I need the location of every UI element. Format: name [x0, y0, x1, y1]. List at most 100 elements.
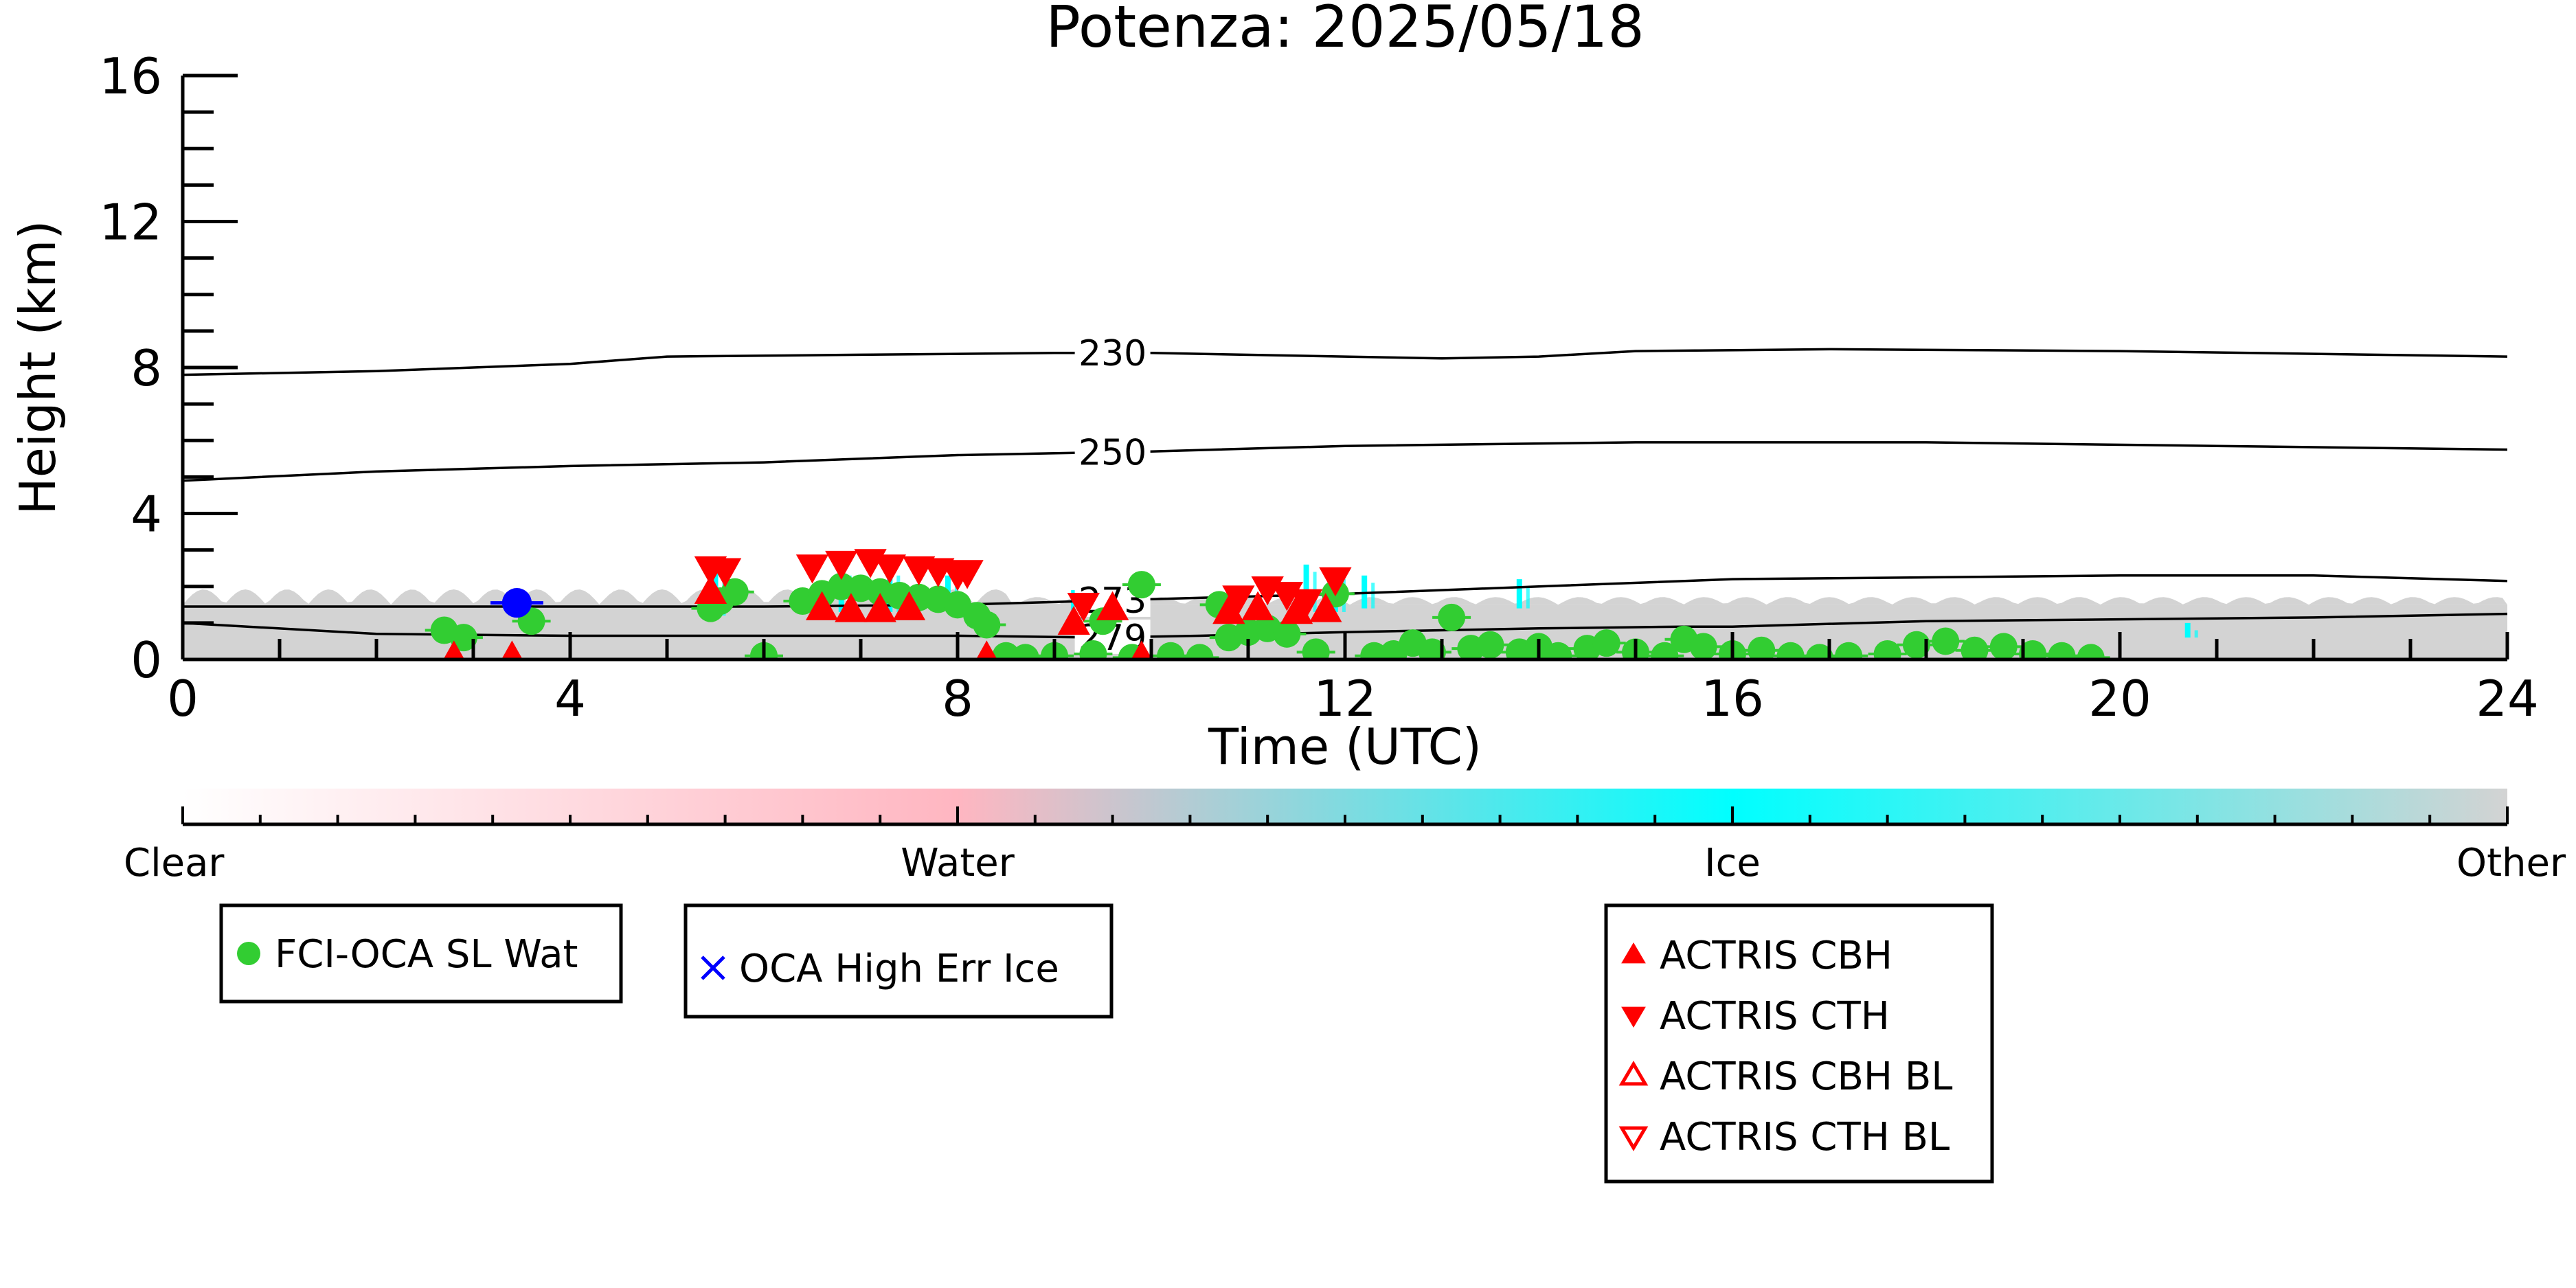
data-point [1651, 642, 1679, 659]
x-tick-label: 24 [2476, 670, 2539, 727]
y-tick-label: 8 [131, 339, 162, 397]
data-point [1157, 642, 1185, 659]
x-tick-label: 20 [2088, 670, 2151, 727]
data-point [795, 554, 829, 584]
data-point [1592, 629, 1620, 657]
data-point [1544, 642, 1572, 659]
y-tick-label: 12 [99, 194, 162, 251]
data-point [1873, 640, 1901, 659]
isotherm-line [182, 348, 2508, 376]
data-point [501, 588, 532, 618]
legend-box: OCA High Err Ice [683, 903, 1114, 1019]
data-point [1096, 591, 1129, 620]
legend-box: ACTRIS CBH ACTRIS CTH ACTRIS CBH BL ACTRIS … [1604, 903, 1994, 1184]
colorbar-label: Clear [124, 841, 225, 885]
data-point [1418, 638, 1446, 659]
classification-ice-streak [2194, 630, 2198, 638]
y-tick-label: 0 [131, 631, 162, 689]
data-point [501, 640, 523, 659]
data-point [708, 558, 742, 587]
data-point [1289, 589, 1323, 619]
isotherm-label-bg [1074, 335, 1151, 370]
data-point [2048, 642, 2076, 659]
x-tick-label: 12 [1313, 670, 1377, 727]
data-point [2077, 644, 2105, 659]
data-point [835, 593, 868, 622]
data-point [1438, 603, 1466, 631]
axes: 0 4 8 12 16 0 4 8 12 16 20 24 [99, 47, 2538, 727]
legend-box: FCI-OCA SL Wat [219, 903, 623, 1004]
legend-label: OCA High Err Ice [739, 947, 1059, 991]
x-axis-label: Time (UTC) [1208, 718, 1482, 776]
data-point [1476, 631, 1504, 659]
data-point [1902, 631, 1930, 659]
y-tick-label: 4 [131, 486, 162, 543]
data-series [425, 549, 2110, 659]
classification-ice-streak [1526, 586, 1530, 609]
data-point [1273, 620, 1301, 648]
isotherm-line [182, 441, 2508, 482]
legends: FCI-OCA SL Wat OCA High Err Ice ACTRIS CBH… [219, 903, 1994, 1184]
legend-marker [701, 956, 725, 980]
colorbar-label: Ice [1704, 841, 1761, 885]
y-axis-label: Height (km) [9, 221, 67, 515]
data-point [1932, 627, 1960, 655]
series-oca-high-err-ice [490, 588, 543, 618]
data-point [1748, 636, 1776, 659]
data-point [1319, 567, 1352, 597]
data-point [1222, 585, 1255, 615]
x-tick-label: 0 [167, 670, 199, 727]
legend-marker [1621, 942, 1646, 964]
data-point [1302, 638, 1330, 659]
legend-label: ACTRIS CBH BL [1660, 1054, 1952, 1099]
data-point [1127, 571, 1155, 599]
classification-ice-streak [1516, 579, 1522, 609]
data-point [443, 640, 465, 659]
isotherm-label: 250 [1078, 432, 1146, 473]
data-point [1309, 593, 1342, 622]
legend-marker [1621, 1006, 1646, 1028]
data-point [892, 591, 926, 620]
data-point [873, 554, 906, 584]
legend-label: ACTRIS CTH BL [1660, 1115, 1950, 1160]
x-tick-label: 16 [1701, 670, 1764, 727]
data-point [825, 550, 858, 580]
series-actris-cth [694, 549, 1352, 622]
data-point [1835, 642, 1863, 659]
data-point [1131, 640, 1153, 659]
x-tick-label: 8 [942, 670, 973, 727]
data-point [1989, 633, 2018, 659]
data-point [1689, 633, 1717, 659]
chart-title: Potenza: 2025/05/18 [1046, 0, 1645, 60]
classification-ice-streak [1303, 564, 1309, 612]
data-point [2019, 640, 2047, 659]
legend-label: ACTRIS CTH [1660, 994, 1890, 1039]
y-tick-label: 16 [99, 47, 162, 105]
data-point [721, 578, 749, 606]
classification-ice-streak [2184, 622, 2191, 638]
data-point-dot [501, 588, 532, 618]
data-point [694, 574, 727, 605]
data-point [1057, 605, 1090, 635]
legend-frame [683, 903, 1114, 1019]
data-point [1067, 593, 1100, 622]
classification-other-fringe [183, 589, 2507, 605]
data-point [805, 591, 839, 620]
legend-marker [237, 942, 260, 965]
legend-label: ACTRIS CBH [1660, 934, 1893, 978]
data-point [1011, 644, 1039, 659]
data-point [1079, 640, 1107, 659]
data-point [1186, 644, 1214, 659]
isotherm-label-bg [1074, 434, 1151, 469]
x-tick-label: 4 [554, 670, 586, 727]
data-point [951, 560, 984, 589]
legend-frame [219, 903, 623, 1004]
series-actris-cbh [443, 574, 1342, 659]
data-point [975, 640, 997, 659]
legend-frame [1604, 903, 1994, 1184]
colorbar-label: Other [2456, 841, 2566, 885]
data-point [1805, 644, 1833, 659]
colorbar-label: Water [901, 841, 1015, 885]
